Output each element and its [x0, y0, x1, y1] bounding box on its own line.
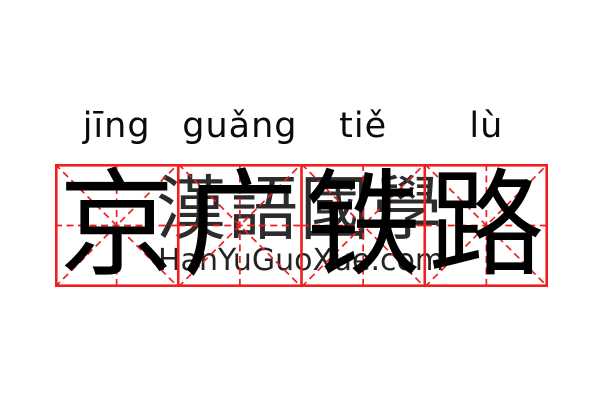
grid-cell-4-guides — [424, 164, 548, 287]
pinyin-jing: jīng — [82, 106, 151, 146]
hanzi-tie: 铁 — [305, 158, 422, 293]
mizige-grid — [55, 164, 548, 287]
grid-cell-3-guides — [300, 164, 426, 287]
grid-cell-1-guides — [55, 164, 179, 287]
hanzi-lu: 路 — [428, 158, 545, 293]
hanzi-row: 京 广 铁 路 — [55, 164, 548, 287]
hanzi-jing: 京 — [58, 158, 175, 293]
grid-cell-2-guides — [177, 164, 303, 287]
grid-borders — [55, 164, 548, 287]
watermark-cjk-text: 漢語國學 — [156, 168, 444, 250]
pinyin-row: jīng guǎng tiě lù — [55, 106, 548, 147]
pinyin-tie: tiě — [339, 106, 388, 146]
hanzi-guang: 广 — [181, 158, 298, 293]
pinyin-guang: guǎng — [182, 106, 298, 146]
pinyin-lu: lù — [469, 106, 504, 146]
